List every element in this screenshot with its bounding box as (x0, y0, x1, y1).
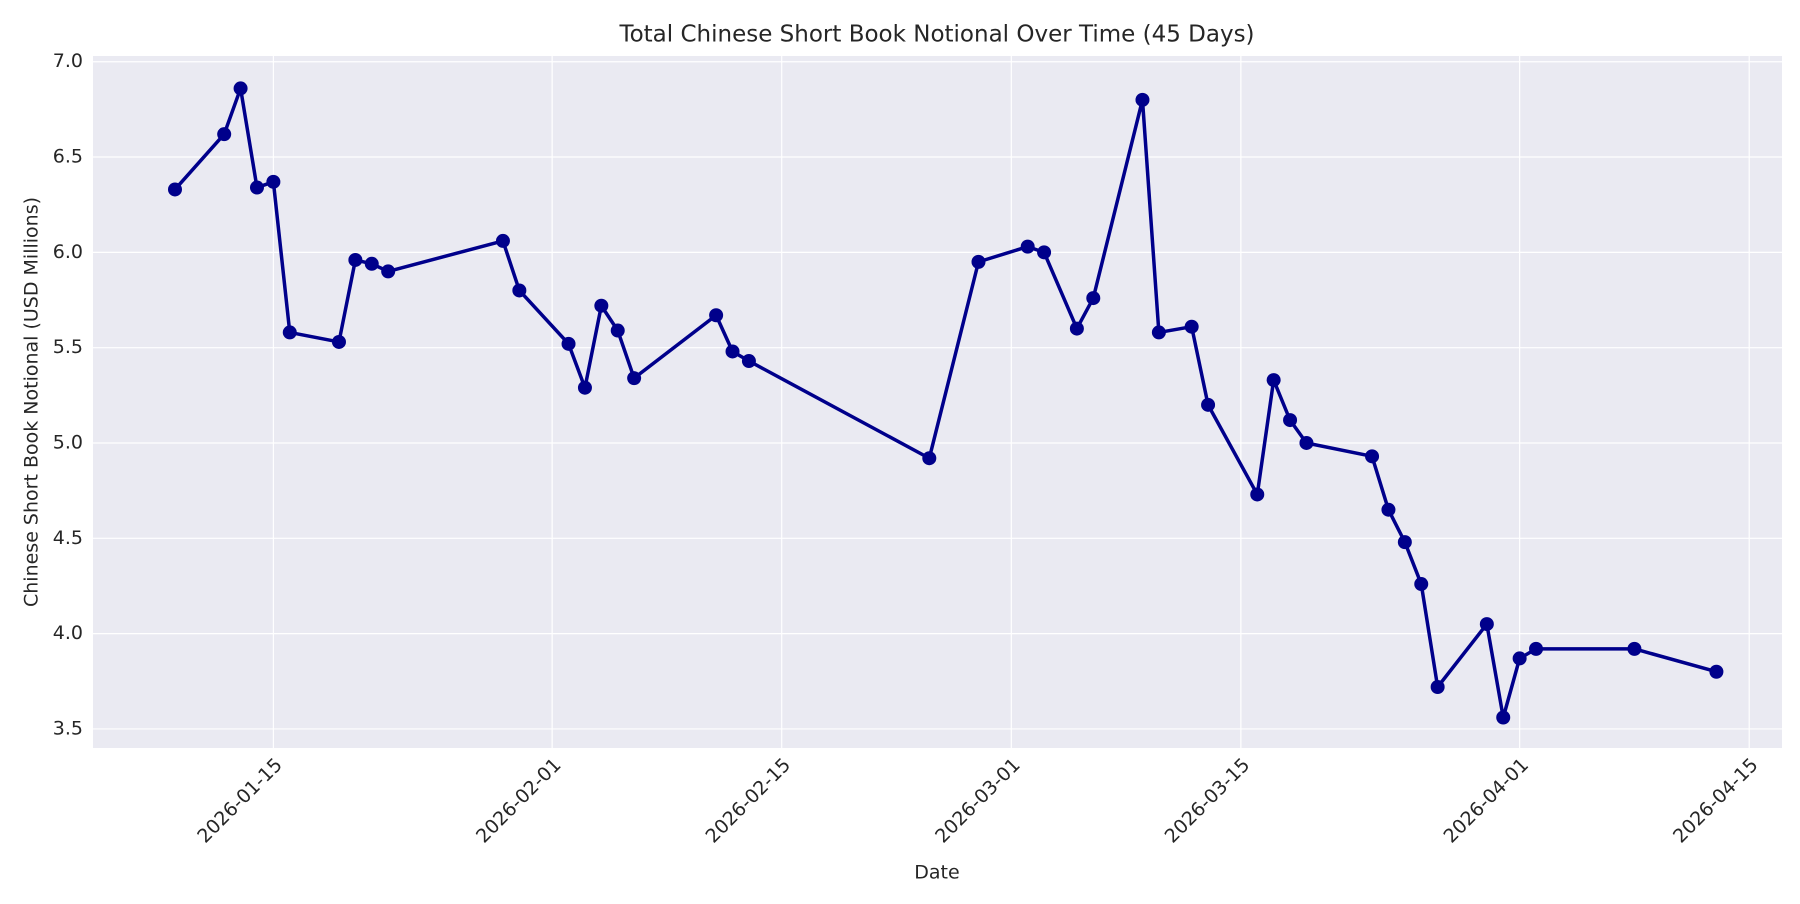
chart-title: Total Chinese Short Book Notional Over T… (618, 22, 1254, 48)
x-tick-label: 2026-02-15 (702, 754, 796, 848)
data-point (577, 380, 592, 395)
y-tick-label: 4.5 (53, 527, 83, 549)
data-point (1430, 679, 1445, 694)
data-point (233, 81, 248, 96)
data-point (610, 323, 625, 338)
y-tick-label: 3.5 (53, 717, 83, 739)
data-point (167, 182, 182, 197)
data-point (594, 298, 609, 313)
data-point (1496, 710, 1511, 725)
data-point (1283, 413, 1298, 428)
data-point (1479, 617, 1494, 632)
data-point (1709, 664, 1724, 679)
data-point (364, 256, 379, 271)
data-point (282, 325, 297, 340)
data-point (1397, 535, 1412, 550)
data-point (249, 180, 264, 195)
x-tick-label: 2026-03-01 (931, 754, 1025, 848)
data-point (331, 334, 346, 349)
data-point (217, 127, 232, 142)
data-point (348, 252, 363, 267)
data-point (381, 264, 396, 279)
data-point (1381, 502, 1396, 517)
y-tick-label: 4.0 (53, 622, 83, 644)
data-point (1037, 245, 1052, 260)
y-axis-label: Chinese Short Book Notional (USD Million… (21, 197, 43, 607)
data-point (1069, 321, 1084, 336)
y-tick-label: 5.0 (53, 431, 83, 453)
y-tick-label: 6.0 (53, 241, 83, 263)
data-point (1020, 239, 1035, 254)
data-point (922, 451, 937, 466)
data-point (971, 254, 986, 269)
data-point (495, 233, 510, 248)
data-point (266, 174, 281, 189)
x-tick-label: 2026-04-15 (1669, 754, 1763, 848)
y-tick-label: 5.5 (53, 336, 83, 358)
data-point (1135, 92, 1150, 107)
data-point (1529, 641, 1544, 656)
data-point (627, 371, 642, 386)
data-point (1299, 435, 1314, 450)
x-axis-label: Date (914, 862, 959, 884)
data-point (561, 336, 576, 351)
data-point (512, 283, 527, 298)
data-point (1414, 577, 1429, 592)
plot-area (93, 56, 1782, 748)
data-point (709, 308, 724, 323)
x-tick-label: 2026-01-15 (193, 754, 287, 848)
data-point (1266, 373, 1281, 388)
y-tick-label: 7.0 (53, 50, 83, 72)
data-point (1184, 319, 1199, 334)
data-point (1086, 291, 1101, 306)
data-point (1201, 397, 1216, 412)
y-tick-label: 6.5 (53, 146, 83, 168)
data-point (1512, 651, 1527, 666)
x-tick-label: 2026-04-01 (1439, 754, 1533, 848)
data-point (1365, 449, 1380, 464)
data-point (1250, 487, 1265, 502)
x-tick-label: 2026-03-15 (1161, 754, 1255, 848)
data-point (725, 344, 740, 359)
data-point (1151, 325, 1166, 340)
x-tick-label: 2026-02-01 (472, 754, 566, 848)
data-point (1627, 641, 1642, 656)
data-point (741, 354, 756, 369)
